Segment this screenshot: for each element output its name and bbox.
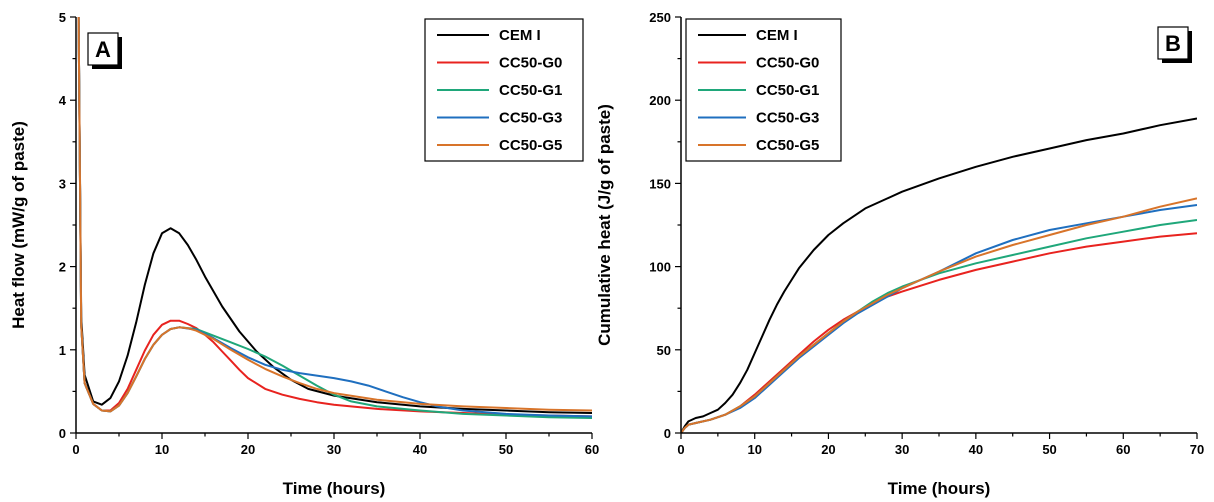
series-line-4 <box>77 16 592 413</box>
series-line-2 <box>681 219 1197 433</box>
y-axis-title: Cumulative heat (J/g of paste) <box>595 104 614 346</box>
panel-label: A <box>95 37 111 62</box>
y-tick-label: 200 <box>649 93 671 108</box>
x-tick-label: 40 <box>969 442 983 457</box>
panel-A: 0 10 20 30 40 50 60 0 1 2 3 4 5 Time (hours) Heat flow… <box>9 10 599 498</box>
legend-label-4: CC50-G5 <box>756 137 819 154</box>
legend-label-1: CC50-G0 <box>499 55 562 72</box>
legend: CEM I CC50-G0 CC50-G1 CC50-G3 CC50-G5 <box>424 18 584 162</box>
panel-label: B <box>1165 31 1181 56</box>
legend-label-3: CC50-G3 <box>756 110 819 127</box>
panel-label-box: B <box>1157 26 1192 63</box>
x-tick-label: 0 <box>677 442 684 457</box>
y-tick-label: 50 <box>657 343 671 358</box>
series-lines <box>681 117 1197 433</box>
panel-label-frame <box>87 32 119 66</box>
x-tick-label: 20 <box>241 442 255 457</box>
y-tick-label: 5 <box>59 10 66 25</box>
legend: CEM I CC50-G0 CC50-G1 CC50-G3 CC50-G5 <box>685 18 842 162</box>
x-axis-title: Time (hours) <box>888 479 991 498</box>
series-line-0 <box>77 16 592 414</box>
y-tick-label: 100 <box>649 260 671 275</box>
x-tick-label: 0 <box>72 442 79 457</box>
legend-label-1: CC50-G0 <box>756 55 819 72</box>
panel-label-box: A <box>87 32 122 69</box>
panel-label-frame <box>1157 26 1189 60</box>
series-line-3 <box>681 204 1197 433</box>
x-tick-label: 10 <box>747 442 761 457</box>
x-axis-title: Time (hours) <box>283 479 386 498</box>
y-tick-label: 0 <box>664 426 671 441</box>
x-tick-label: 50 <box>1042 442 1056 457</box>
y-axis-title: Heat flow (mW/g of paste) <box>9 121 28 329</box>
y-tick-label: 0 <box>59 426 66 441</box>
y-tick-label: 150 <box>649 176 671 191</box>
x-tick-label: 50 <box>499 442 513 457</box>
legend-label-2: CC50-G1 <box>756 82 819 99</box>
legend-label-4: CC50-G5 <box>499 137 562 154</box>
x-tick-label: 20 <box>821 442 835 457</box>
panel-B: 0 10 20 30 40 50 60 70 0 50 100 150 200 250 Time (hour… <box>595 10 1204 498</box>
legend-label-0: CEM I <box>499 27 541 44</box>
y-tick-label: 1 <box>59 343 66 358</box>
series-line-0 <box>681 117 1197 433</box>
legend-label-2: CC50-G1 <box>499 82 562 99</box>
x-tick-label: 30 <box>895 442 909 457</box>
x-tick-label: 70 <box>1190 442 1204 457</box>
legend-label-3: CC50-G3 <box>499 110 562 127</box>
series-line-4 <box>681 197 1197 433</box>
x-tick-label: 60 <box>585 442 599 457</box>
x-tick-label: 10 <box>155 442 169 457</box>
series-lines <box>77 16 592 419</box>
y-tick-label: 2 <box>59 260 66 275</box>
y-tick-label: 4 <box>59 93 67 108</box>
x-tick-label: 40 <box>413 442 427 457</box>
y-tick-label: 250 <box>649 10 671 25</box>
x-tick-label: 30 <box>327 442 341 457</box>
x-tick-label: 60 <box>1116 442 1130 457</box>
y-tick-label: 3 <box>59 176 66 191</box>
legend-label-0: CEM I <box>756 27 798 44</box>
series-line-1 <box>681 232 1197 433</box>
